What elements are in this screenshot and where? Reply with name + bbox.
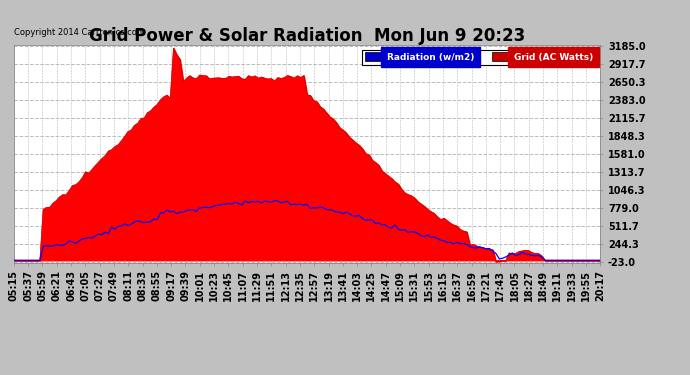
Title: Grid Power & Solar Radiation  Mon Jun 9 20:23: Grid Power & Solar Radiation Mon Jun 9 2… bbox=[89, 27, 525, 45]
Text: Copyright 2014 Cartronics.com: Copyright 2014 Cartronics.com bbox=[14, 28, 145, 38]
Legend: Radiation (w/m2), Grid (AC Watts): Radiation (w/m2), Grid (AC Watts) bbox=[362, 50, 595, 64]
